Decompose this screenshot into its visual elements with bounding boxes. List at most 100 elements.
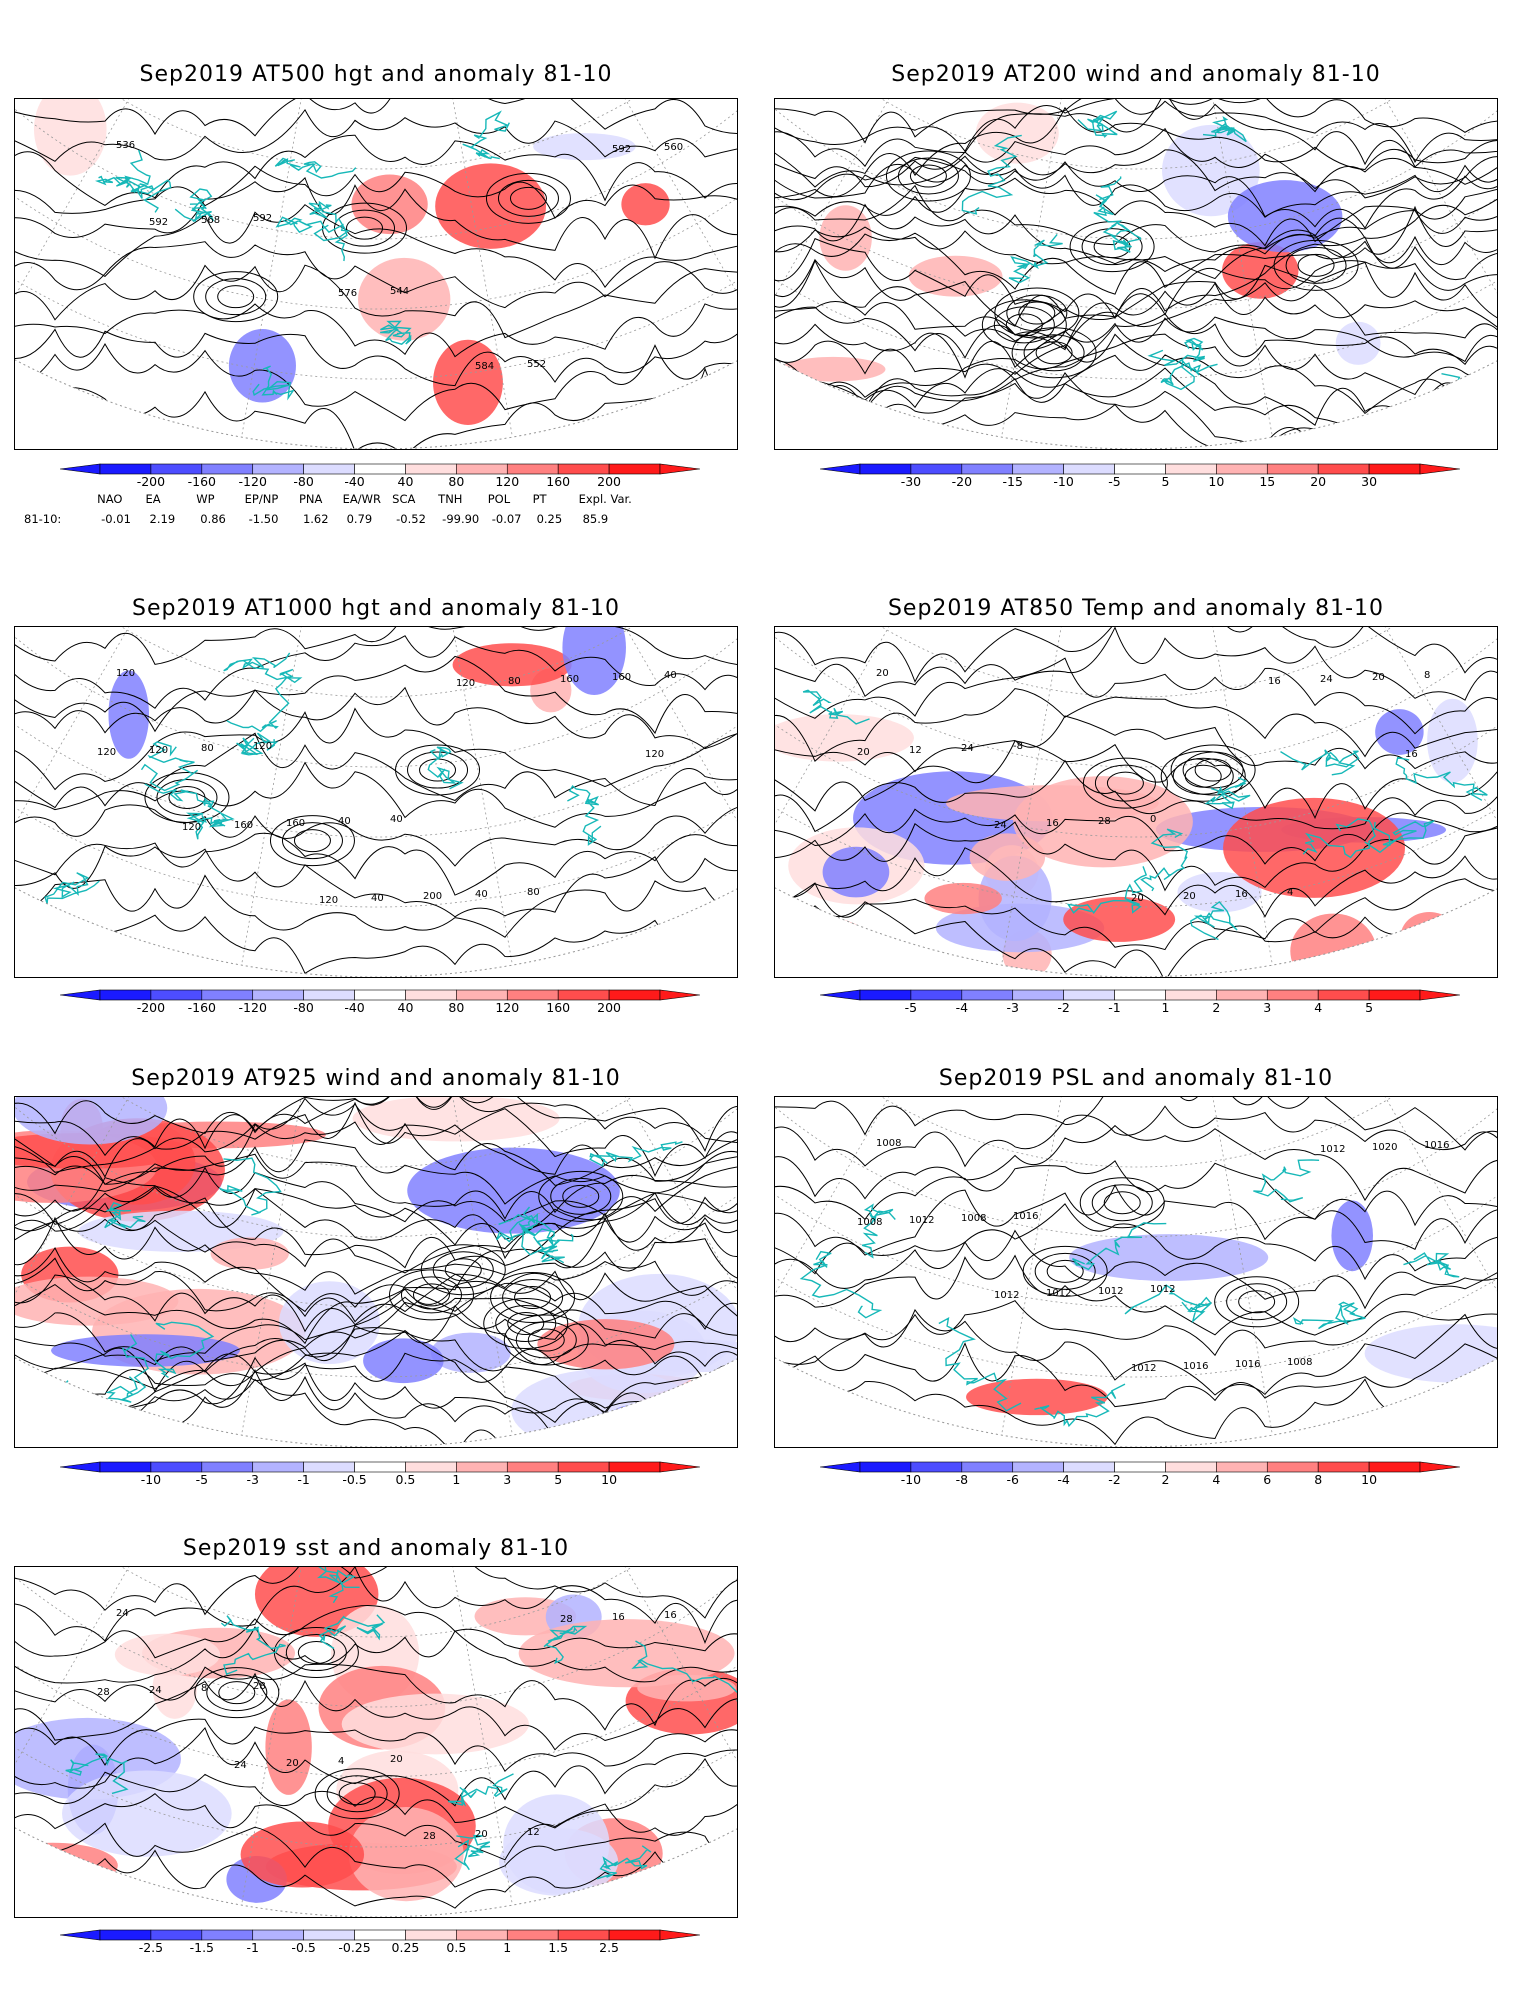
streamline: [15, 1305, 737, 1393]
map-canvas: 24 28 20 12 16 8 4 20 16 24 20 28 28 28 24: [15, 1567, 737, 1917]
contour-line: [15, 635, 737, 709]
colorbar-tick-label: -4: [955, 1000, 969, 1015]
colorbar-bin: [303, 1461, 355, 1473]
streamline: [15, 1121, 737, 1186]
colorbar-bin: [557, 1461, 610, 1473]
colorbar-graphic: [60, 989, 700, 1001]
closed-contour: [509, 186, 547, 210]
latitude-line: [775, 99, 1497, 240]
colorbar-arrow-left: [60, 1929, 101, 1941]
contour-label: 28: [97, 1687, 110, 1698]
closed-contour: [1194, 758, 1232, 782]
positive-anomaly-area: [265, 1699, 312, 1795]
contour-label: 592: [253, 213, 272, 224]
colorbar-tick-label: -20: [951, 474, 973, 489]
colorbar-bin: [961, 463, 1014, 475]
positive-anomaly-area: [433, 339, 503, 426]
positive-anomaly-area: [1013, 776, 1193, 868]
map-canvas: 120 120 40 80 40 80 40 40 160 120 160 200 160 120 160 4…: [15, 627, 737, 977]
closed-contour: [1184, 764, 1222, 788]
colorbar-tick-label: 120: [495, 1000, 520, 1015]
streamline: [15, 1139, 737, 1205]
streamline: [15, 1153, 737, 1220]
latitude-line: [15, 627, 737, 838]
contour-line: [775, 808, 1497, 865]
latitude-line: [775, 99, 1497, 170]
contour-line: [15, 832, 737, 896]
colorbar-tick-label: -120: [238, 474, 267, 489]
contour-label: 24: [994, 820, 1007, 831]
colorbar-bin: [354, 1929, 406, 1941]
colorbar-tick-label: 0.5: [395, 1472, 416, 1487]
colorbar-tick-label: -1: [297, 1472, 310, 1487]
map-content: [15, 1097, 737, 1447]
colorbar-bin: [1165, 1461, 1217, 1473]
closed-contour: [527, 1328, 565, 1352]
colorbar-arrow-left: [820, 1461, 861, 1473]
index-name: EA/WR: [342, 492, 381, 506]
contour-label: 120: [182, 822, 201, 833]
colorbar-bin: [303, 989, 355, 1001]
contour-line: [15, 627, 737, 667]
negative-anomaly-area: [228, 329, 296, 403]
colorbar-bin: [354, 989, 406, 1001]
streamline: [15, 1329, 737, 1413]
index-name: POL: [487, 492, 511, 506]
streamline: [775, 184, 1497, 253]
contour-line: [775, 1097, 1497, 1151]
streamline: [15, 1211, 737, 1274]
contour-line: [15, 99, 737, 137]
closed-contour: [550, 1177, 612, 1215]
contour-label: 16: [664, 1610, 677, 1621]
colorbar-tick-label: 1: [452, 1472, 461, 1487]
colorbar-tick-label: -2: [1057, 1000, 1070, 1015]
colorbar-tick-label: 5: [554, 1472, 563, 1487]
colorbar-tick-label: -0.25: [338, 1940, 371, 1955]
contour-label: 28: [253, 1681, 266, 1692]
contour-line: [15, 761, 737, 828]
colorbar-bin: [1317, 463, 1370, 475]
closed-contour: [285, 1634, 347, 1672]
colorbar-graphic: [60, 463, 700, 475]
colorbar: -10 -5 -3 -1 -0.5 0.5 1 3 5 10: [60, 1456, 700, 1496]
contour-line: [775, 1229, 1497, 1310]
colorbar-tick-label: 10: [1361, 1472, 1378, 1487]
closed-contour: [218, 1681, 256, 1705]
colorbar-bin: [1165, 463, 1217, 475]
closed-contour: [1022, 1245, 1108, 1297]
colorbar-tick-label: 10: [1208, 474, 1225, 489]
contour-label: 16: [1046, 818, 1059, 829]
colorbar-tick-label: -0.5: [291, 1940, 316, 1955]
closed-contour: [1226, 1283, 1288, 1321]
colorbar-tick-label: -40: [344, 474, 365, 489]
colorbar-bin: [405, 989, 457, 1001]
colorbar-bin: [961, 1461, 1014, 1473]
contour-line: [15, 1718, 737, 1773]
colorbar-bin: [1063, 1461, 1115, 1473]
colorbar-bin: [99, 1461, 152, 1473]
latitude-line: [775, 1097, 1497, 1308]
colorbar-bin: [99, 989, 152, 1001]
index-value: 1.62: [302, 512, 329, 526]
colorbar-bin: [1012, 989, 1064, 1001]
closed-contour: [297, 1641, 335, 1665]
contour-label: 8: [201, 1683, 207, 1694]
panel-at500: Sep2019 AT500 hgt and anomaly 81-10 536 5…: [0, 0, 760, 560]
closed-contour: [1273, 239, 1359, 291]
contour-label: 1008: [961, 1213, 986, 1224]
colorbar-bin: [99, 463, 152, 475]
colorbar-tick-label: -1: [1108, 1000, 1121, 1015]
streamline: [775, 232, 1497, 295]
contour-line: [15, 314, 737, 387]
closed-contour: [168, 785, 206, 809]
streamline: [775, 99, 1497, 168]
closed-contour: [395, 744, 481, 796]
colorbar-tick-label: -80: [293, 474, 314, 489]
streamline: [775, 203, 1497, 273]
colorbar-bin: [201, 989, 254, 1001]
longitude-line: [1136, 1097, 1497, 1246]
contour-line: [775, 821, 1497, 892]
colorbar-graphic: [820, 1461, 1460, 1473]
closed-contour: [538, 1170, 624, 1222]
closed-contour: [1079, 1177, 1165, 1229]
